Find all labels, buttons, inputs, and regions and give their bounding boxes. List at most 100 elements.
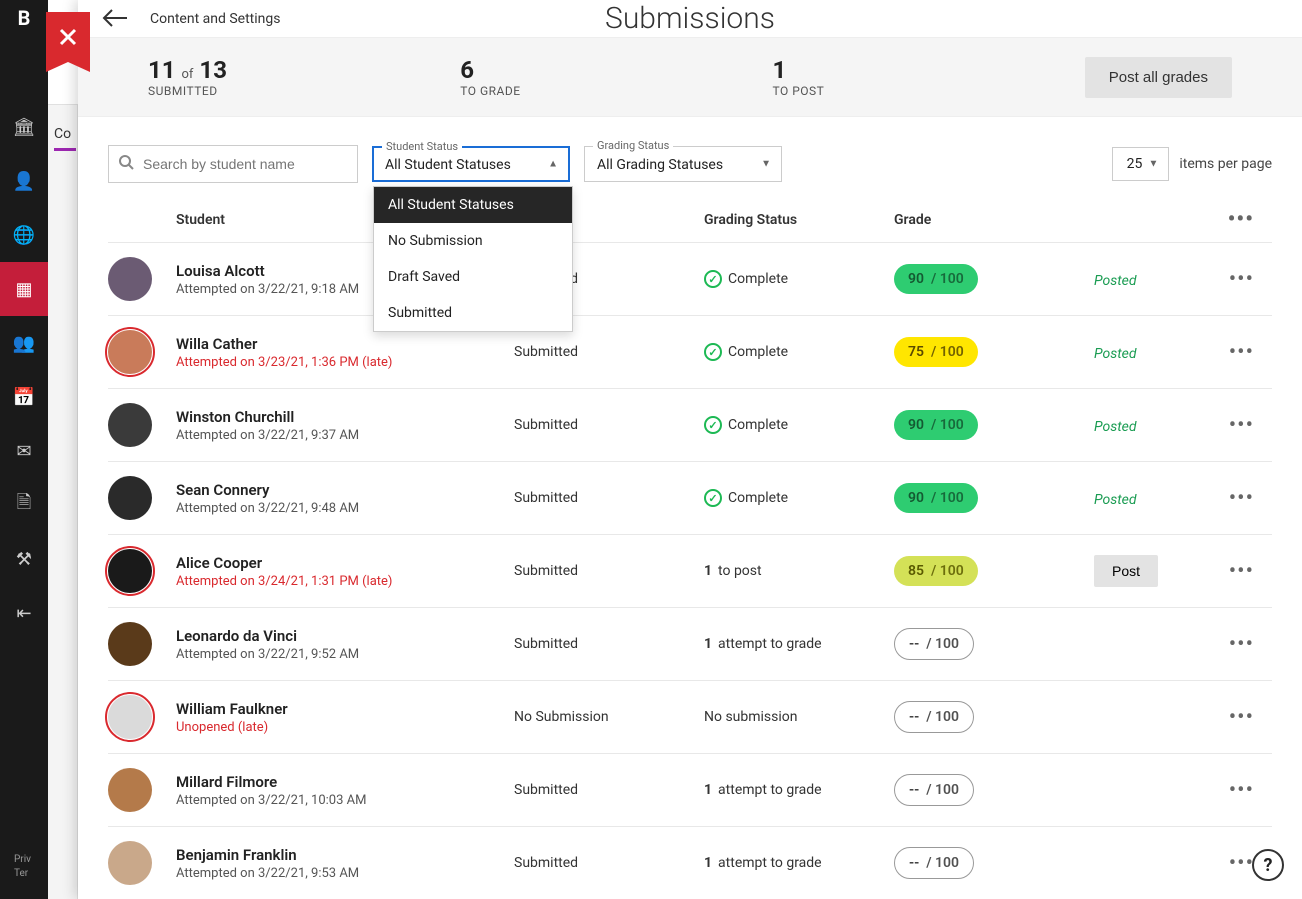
grade-pill: 90 / 100 xyxy=(894,483,978,513)
rail-institution-icon[interactable]: 🏛 xyxy=(0,100,48,154)
rail-grades-icon[interactable]: 🗎 xyxy=(0,478,48,532)
nav-rail: B 🏛 👤 🌐 ▦ 👥 📅 ✉ 🗎 ⚒ ⇤ xyxy=(0,0,48,899)
grading-cell: ✓Complete xyxy=(704,489,894,507)
row-actions-icon[interactable]: ••• xyxy=(1214,340,1254,365)
stat-submitted-count: 11 xyxy=(148,56,176,84)
table-row[interactable]: Benjamin FranklinAttempted on 3/22/21, 9… xyxy=(108,826,1272,899)
chevron-down-icon: ▼ xyxy=(761,159,771,170)
table-row[interactable]: Louisa AlcottAttempted on 3/22/21, 9:18 … xyxy=(108,242,1272,315)
row-actions-icon[interactable]: ••• xyxy=(1214,851,1254,876)
avatar xyxy=(108,695,152,739)
student-status-value: All Student Statuses xyxy=(385,157,511,173)
page-title: Submissions xyxy=(605,1,775,36)
student-name: Winston Churchill xyxy=(176,408,514,426)
grading-cell: 1 to post xyxy=(704,563,894,579)
table-header: Student Status Grading Status Grade ••• xyxy=(108,197,1272,242)
table-row[interactable]: William FaulknerUnopened (late)No Submis… xyxy=(108,680,1272,753)
student-subtext: Attempted on 3/23/21, 1:36 PM (late) xyxy=(176,355,514,370)
close-icon xyxy=(58,27,78,47)
submissions-table: Student Status Grading Status Grade ••• … xyxy=(78,197,1302,899)
rail-calendar-icon[interactable]: 📅 xyxy=(0,370,48,424)
avatar xyxy=(108,476,152,520)
row-actions-icon[interactable]: ••• xyxy=(1214,486,1254,511)
grading-cell: No submission xyxy=(704,709,894,725)
chevron-down-icon: ▼ xyxy=(1148,159,1158,170)
status-cell: Submitted xyxy=(514,563,704,579)
grade-pill[interactable]: -- / 100 xyxy=(894,701,974,733)
posted-label: Posted xyxy=(1094,346,1137,362)
row-actions-icon[interactable]: ••• xyxy=(1214,705,1254,730)
grade-cell: 85 / 100 xyxy=(894,556,1094,586)
student-status-dropdown: All Student StatusesNo SubmissionDraft S… xyxy=(373,186,573,332)
perpage-select[interactable]: 25 ▼ xyxy=(1112,147,1170,181)
row-actions-icon[interactable]: ••• xyxy=(1214,267,1254,292)
back-arrow-icon[interactable] xyxy=(102,4,128,34)
row-actions-icon[interactable]: ••• xyxy=(1214,559,1254,584)
student-status-select[interactable]: Student Status All Student Statuses ▲ Al… xyxy=(372,146,570,182)
search-input[interactable] xyxy=(108,145,358,183)
table-row[interactable]: Alice CooperAttempted on 3/24/21, 1:31 P… xyxy=(108,534,1272,607)
grading-cell: 1 attempt to grade xyxy=(704,636,894,652)
student-name: Millard Filmore xyxy=(176,773,514,791)
avatar xyxy=(108,622,152,666)
col-grade: Grade xyxy=(894,212,1094,228)
row-actions-icon[interactable]: ••• xyxy=(1214,632,1254,657)
rail-messages-icon[interactable]: ✉ xyxy=(0,424,48,478)
grading-cell: ✓Complete xyxy=(704,343,894,361)
row-actions-icon[interactable]: ••• xyxy=(1214,413,1254,438)
student-name: Sean Connery xyxy=(176,481,514,499)
grade-cell: 90 / 100 xyxy=(894,410,1094,440)
table-row[interactable]: Millard FilmoreAttempted on 3/22/21, 10:… xyxy=(108,753,1272,826)
stats-bar: 11 of 13 SUBMITTED 6 TO GRADE 1 TO POST … xyxy=(78,38,1302,117)
rail-groups-icon[interactable]: 👥 xyxy=(0,316,48,370)
student-status-option[interactable]: Submitted xyxy=(374,295,572,331)
posted-label: Posted xyxy=(1094,419,1137,435)
table-row[interactable]: Leonardo da VinciAttempted on 3/22/21, 9… xyxy=(108,607,1272,680)
help-button[interactable]: ? xyxy=(1252,849,1284,881)
table-row[interactable]: Sean Connery Attempted on 3/22/21, 9:48 A… xyxy=(108,461,1272,534)
grade-pill: 75 / 100 xyxy=(894,337,978,367)
stat-submitted: 11 of 13 SUBMITTED xyxy=(148,56,460,98)
checkmark-icon: ✓ xyxy=(704,343,722,361)
stat-submitted-total: 13 xyxy=(199,56,227,84)
grading-cell: 1 attempt to grade xyxy=(704,782,894,798)
grade-pill[interactable]: -- / 100 xyxy=(894,847,974,879)
grading-cell: ✓Complete xyxy=(704,416,894,434)
post-button[interactable]: Post xyxy=(1094,555,1158,587)
rail-signout-icon[interactable]: ⇤ xyxy=(0,586,48,640)
avatar xyxy=(108,841,152,885)
close-button[interactable] xyxy=(46,12,90,62)
checkmark-icon: ✓ xyxy=(704,270,722,288)
posted-label: Posted xyxy=(1094,492,1137,508)
stat-topost-count: 1 xyxy=(773,56,1085,84)
grading-status-select[interactable]: Grading Status All Grading Statuses ▼ xyxy=(584,146,782,182)
rail-tools-icon[interactable]: ⚒ xyxy=(0,532,48,586)
avatar xyxy=(108,330,152,374)
table-row[interactable]: Willa CatherAttempted on 3/23/21, 1:36 P… xyxy=(108,315,1272,388)
table-row[interactable]: Winston ChurchillAttempted on 3/22/21, 9… xyxy=(108,388,1272,461)
rail-profile-icon[interactable]: 👤 xyxy=(0,154,48,208)
stat-tograde-label: TO GRADE xyxy=(460,84,772,98)
background-tab-indicator xyxy=(54,148,76,151)
rail-courses-icon[interactable]: ▦ xyxy=(0,262,48,316)
student-status-option[interactable]: Draft Saved xyxy=(374,259,572,295)
footer-links: PrivTer xyxy=(14,853,31,881)
student-subtext: Attempted on 3/22/21, 9:48 AM xyxy=(176,501,514,516)
student-status-option[interactable]: No Submission xyxy=(374,223,572,259)
student-status-option[interactable]: All Student Statuses xyxy=(374,187,572,223)
rail-activity-icon[interactable]: 🌐 xyxy=(0,208,48,262)
post-all-grades-button[interactable]: Post all grades xyxy=(1085,57,1232,98)
header-actions-icon[interactable]: ••• xyxy=(1214,207,1254,232)
grade-pill: 85 / 100 xyxy=(894,556,978,586)
status-cell: Submitted xyxy=(514,855,704,871)
grade-pill[interactable]: -- / 100 xyxy=(894,774,974,806)
student-subtext: Attempted on 3/22/21, 9:53 AM xyxy=(176,866,514,881)
grade-cell: -- / 100 xyxy=(894,628,1094,660)
breadcrumb[interactable]: Content and Settings xyxy=(150,11,280,27)
grade-cell: 75 / 100 xyxy=(894,337,1094,367)
row-actions-icon[interactable]: ••• xyxy=(1214,778,1254,803)
grade-cell: -- / 100 xyxy=(894,774,1094,806)
checkmark-icon: ✓ xyxy=(704,489,722,507)
col-grading: Grading Status xyxy=(704,212,894,228)
grade-pill[interactable]: -- / 100 xyxy=(894,628,974,660)
